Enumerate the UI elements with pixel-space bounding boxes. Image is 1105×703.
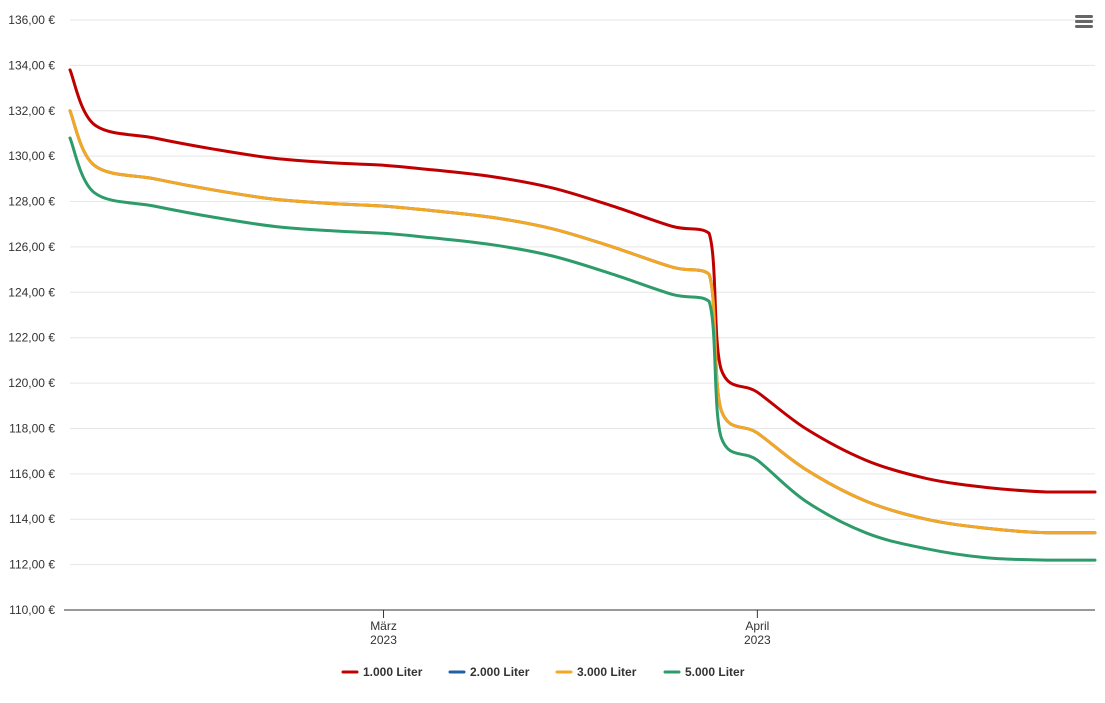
x-tick-label-month: April [745,619,769,633]
y-tick-label: 118,00 € [9,421,55,435]
legend-label: 5.000 Liter [685,665,745,679]
legend-item[interactable]: 5.000 Liter [663,665,745,679]
legend: 1.000 Liter 2.000 Liter 3.000 Liter 5.000 L… [341,665,745,679]
series-line[interactable] [68,68,1097,494]
series-line[interactable] [68,109,1097,535]
y-tick-label: 112,00 € [9,558,55,572]
series-line[interactable] [68,136,1097,562]
y-tick-label: 128,00 € [8,195,55,209]
legend-item[interactable]: 1.000 Liter [341,665,423,679]
y-tick-label: 136,00 € [8,13,55,27]
legend-item[interactable]: 3.000 Liter [555,665,637,679]
legend-label: 2.000 Liter [470,665,530,679]
legend-item[interactable]: 2.000 Liter [448,665,530,679]
series-line[interactable] [68,109,1097,535]
x-tick-label-year: 2023 [744,633,771,647]
y-tick-label: 126,00 € [8,240,55,254]
y-axis-labels: 110,00 € 112,00 € 114,00 € 116,00 € 118,00 €… [8,13,55,617]
x-tick-label-month: März [370,619,397,633]
y-tick-label: 116,00 € [9,467,55,481]
grid-lines [70,19,1095,566]
y-tick-label: 110,00 € [9,603,55,617]
y-tick-label: 114,00 € [9,512,55,526]
hamburger-menu-icon[interactable] [1075,15,1093,28]
legend-label: 3.000 Liter [577,665,637,679]
y-tick-label: 134,00 € [8,58,55,72]
y-tick-label: 120,00 € [8,376,55,390]
x-tick-label-year: 2023 [370,633,397,647]
series-lines [68,68,1097,562]
y-tick-label: 124,00 € [8,285,55,299]
y-tick-label: 132,00 € [8,104,55,118]
y-tick-label: 122,00 € [8,331,55,345]
legend-label: 1.000 Liter [363,665,423,679]
y-tick-label: 130,00 € [8,149,55,163]
